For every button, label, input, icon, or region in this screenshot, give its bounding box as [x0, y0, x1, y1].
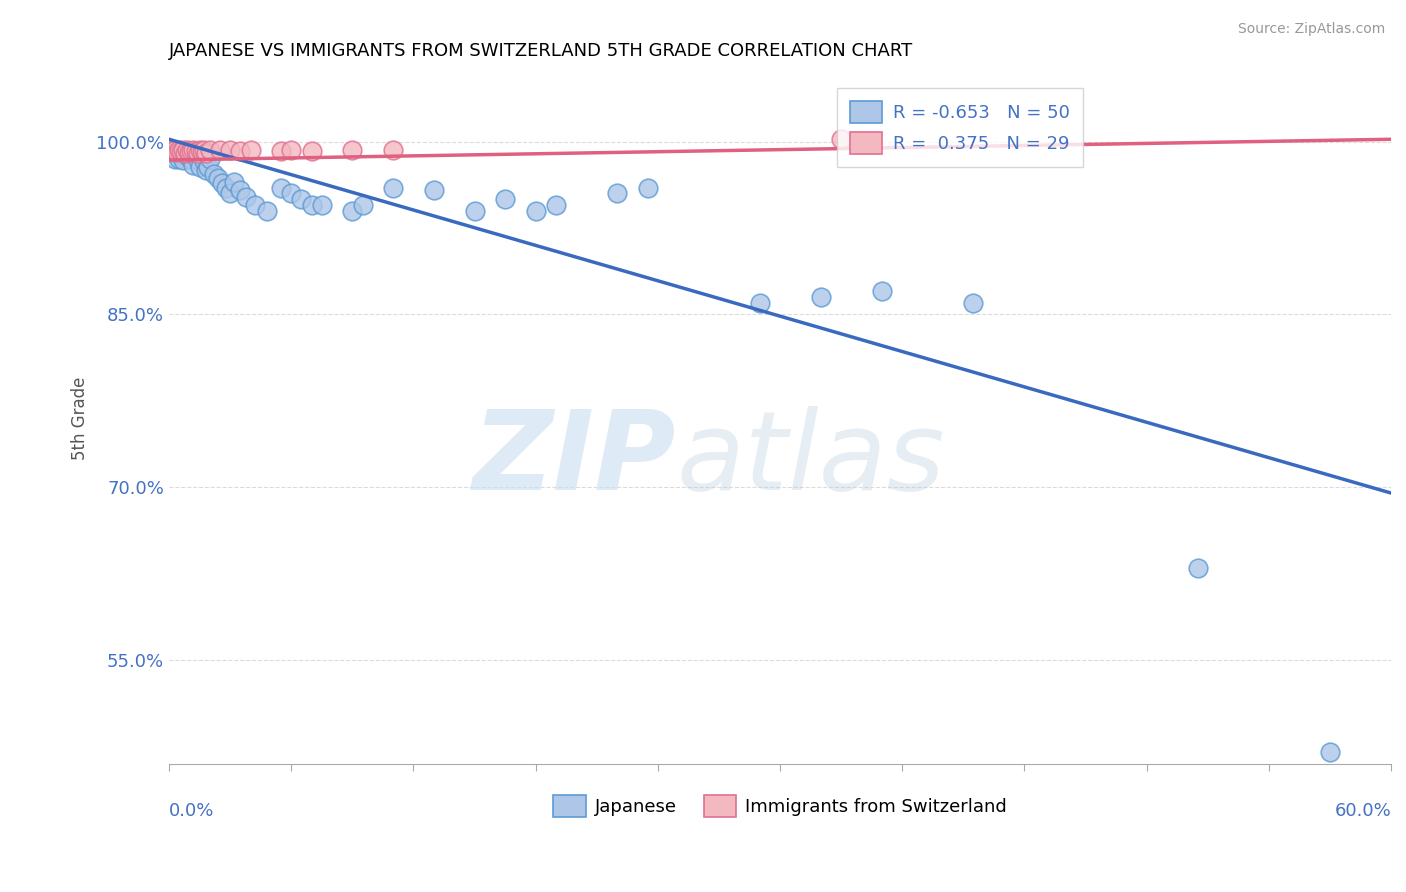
- Point: [524, 203, 547, 218]
- Point: [301, 144, 323, 158]
- Point: [270, 144, 292, 158]
- Point: [637, 180, 659, 194]
- Point: [190, 144, 212, 158]
- Text: atlas: atlas: [676, 406, 945, 513]
- Y-axis label: 5th Grade: 5th Grade: [72, 376, 89, 459]
- Point: [170, 148, 193, 162]
- Point: [382, 143, 405, 157]
- Point: [870, 285, 893, 299]
- Point: [301, 198, 323, 212]
- Point: [162, 146, 184, 161]
- Point: [187, 146, 209, 161]
- Point: [165, 152, 187, 166]
- Legend: Japanese, Immigrants from Switzerland: Japanese, Immigrants from Switzerland: [546, 788, 1014, 824]
- Point: [235, 190, 257, 204]
- Point: [239, 143, 262, 157]
- Point: [180, 144, 202, 158]
- Point: [172, 153, 194, 167]
- Point: [1187, 561, 1209, 575]
- Point: [229, 144, 252, 158]
- Point: [174, 146, 197, 161]
- Point: [211, 176, 233, 190]
- Point: [342, 143, 364, 157]
- Point: [382, 180, 405, 194]
- Point: [243, 198, 266, 212]
- Text: Source: ZipAtlas.com: Source: ZipAtlas.com: [1237, 22, 1385, 37]
- Point: [810, 290, 832, 304]
- Text: JAPANESE VS IMMIGRANTS FROM SWITZERLAND 5TH GRADE CORRELATION CHART: JAPANESE VS IMMIGRANTS FROM SWITZERLAND …: [169, 42, 914, 60]
- Point: [188, 160, 211, 174]
- Point: [172, 143, 194, 157]
- Point: [166, 146, 188, 161]
- Point: [280, 186, 302, 201]
- Point: [606, 186, 628, 201]
- Point: [748, 296, 770, 310]
- Point: [224, 175, 246, 189]
- Point: [342, 203, 364, 218]
- Point: [183, 158, 205, 172]
- Point: [219, 143, 242, 157]
- Point: [494, 192, 516, 206]
- Point: [167, 143, 190, 157]
- Point: [176, 148, 198, 162]
- Point: [160, 143, 183, 157]
- Point: [207, 171, 229, 186]
- Point: [167, 152, 190, 166]
- Point: [179, 150, 201, 164]
- Point: [198, 143, 221, 157]
- Point: [544, 198, 567, 212]
- Point: [208, 143, 231, 157]
- Point: [198, 152, 221, 166]
- Text: 0.0%: 0.0%: [169, 802, 215, 820]
- Point: [193, 143, 215, 157]
- Point: [166, 145, 188, 159]
- Point: [174, 146, 197, 161]
- Point: [256, 203, 278, 218]
- Point: [1319, 745, 1341, 759]
- Point: [179, 145, 201, 159]
- Point: [193, 154, 215, 169]
- Point: [229, 183, 252, 197]
- Point: [219, 186, 242, 201]
- Point: [162, 144, 184, 158]
- Point: [311, 198, 333, 212]
- Point: [187, 153, 209, 167]
- Point: [423, 183, 446, 197]
- Point: [197, 160, 219, 174]
- Point: [270, 180, 292, 194]
- Point: [188, 143, 211, 157]
- Point: [183, 143, 205, 157]
- Point: [290, 192, 312, 206]
- Point: [170, 144, 193, 158]
- Point: [184, 148, 207, 162]
- Point: [184, 144, 207, 158]
- Point: [180, 152, 202, 166]
- Point: [165, 143, 187, 157]
- Text: 60.0%: 60.0%: [1334, 802, 1391, 820]
- Point: [464, 203, 486, 218]
- Point: [194, 146, 217, 161]
- Text: ZIP: ZIP: [472, 406, 676, 513]
- Point: [280, 143, 302, 157]
- Point: [962, 296, 984, 310]
- Point: [215, 180, 238, 194]
- Point: [194, 163, 217, 178]
- Point: [190, 146, 212, 161]
- Point: [176, 143, 198, 157]
- Point: [830, 132, 852, 146]
- Point: [352, 198, 374, 212]
- Point: [202, 167, 225, 181]
